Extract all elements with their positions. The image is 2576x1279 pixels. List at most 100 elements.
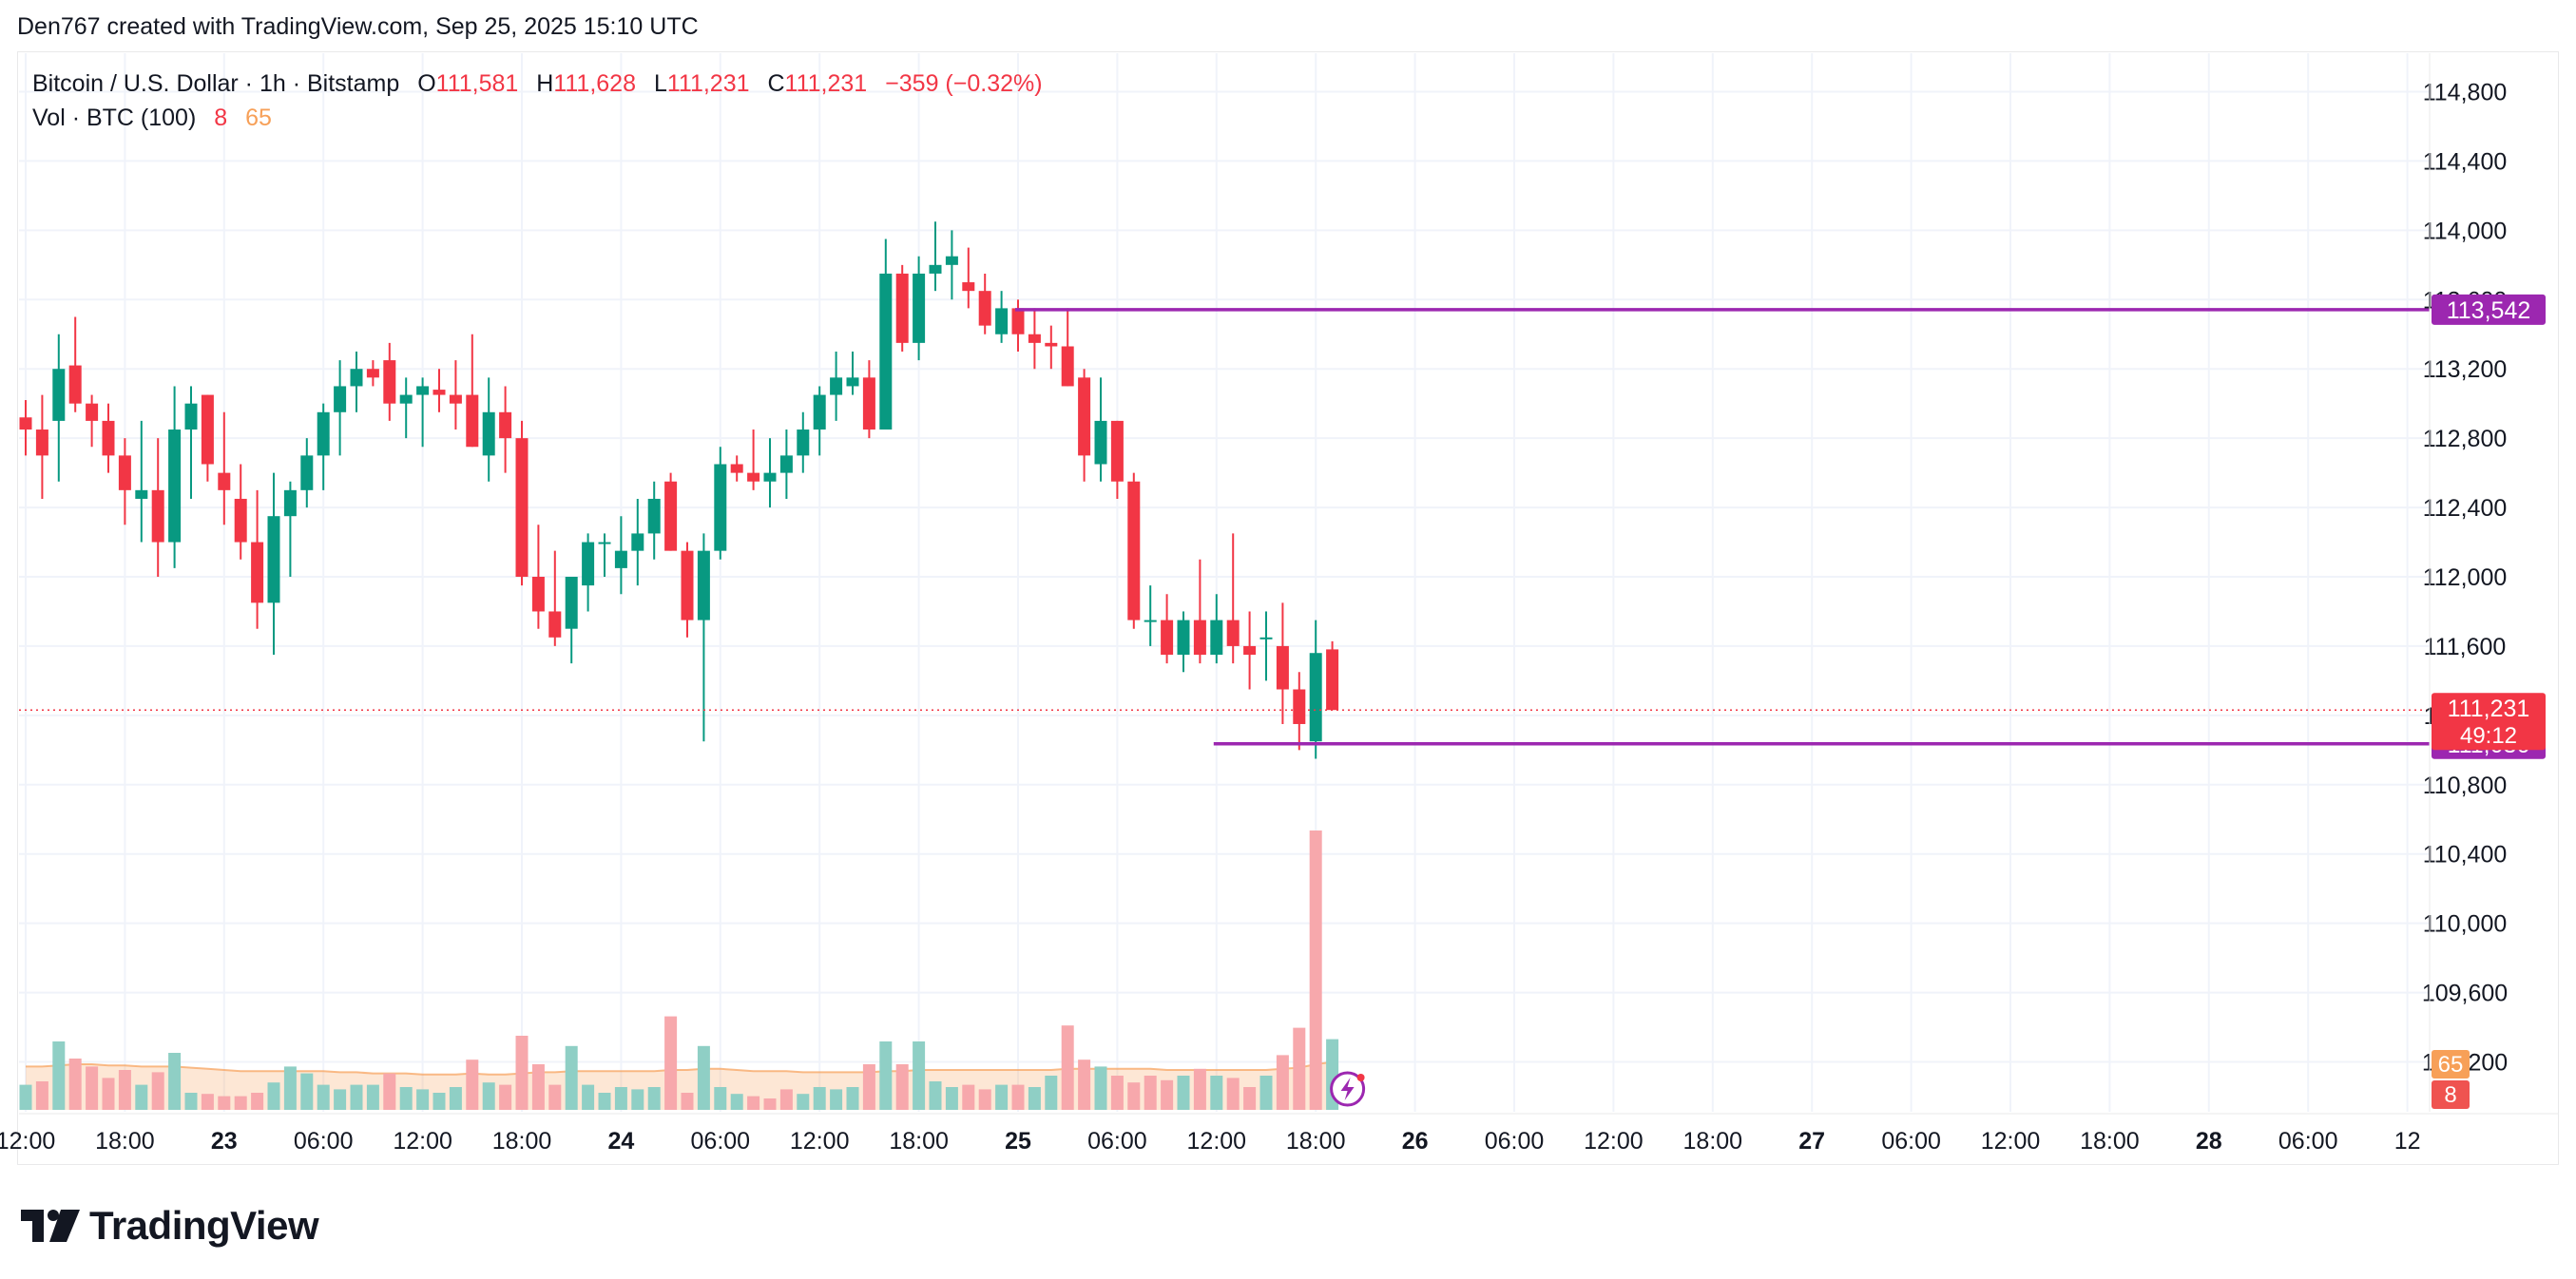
candle-body [548, 611, 562, 638]
candle [945, 230, 958, 300]
candle-body [681, 550, 694, 620]
candle-body [1243, 645, 1257, 656]
volume-bar [945, 1087, 958, 1110]
x-tick-label: 12:00 [790, 1128, 850, 1155]
candle [978, 273, 991, 334]
candle-body [1309, 653, 1322, 742]
high-key: H [536, 70, 554, 97]
lightning-icon[interactable] [1330, 1071, 1366, 1107]
candle [1127, 472, 1141, 629]
high-value: 111,628 [553, 70, 636, 97]
volume-indicator-title[interactable]: Vol · BTC (100) [32, 105, 197, 131]
volume-bar [664, 1016, 678, 1110]
y-tick-label: 112,800 [2423, 426, 2508, 452]
candle [482, 377, 495, 482]
low-value: 111,231 [666, 70, 750, 97]
candle [531, 525, 545, 629]
candle [813, 386, 826, 456]
candle-body [499, 411, 512, 439]
candle-body [614, 550, 627, 568]
candle-body [135, 489, 148, 499]
x-tick-label: 12 [2394, 1128, 2421, 1155]
volume-bar [995, 1084, 1009, 1110]
level-badge [2432, 294, 2546, 325]
volume-badge [2432, 1080, 2470, 1109]
y-tick-label: 110,800 [2423, 773, 2508, 799]
volume-bar [631, 1089, 644, 1110]
candle-body [1293, 689, 1306, 724]
candle [366, 360, 379, 387]
x-tick-label: 18:00 [2080, 1128, 2140, 1155]
candle-body [945, 256, 958, 265]
x-tick-label: 23 [211, 1128, 238, 1155]
candle-body [482, 411, 495, 456]
volume-bar [118, 1070, 131, 1110]
tradingview-logo[interactable]: TradingView [21, 1203, 319, 1249]
candle [664, 472, 678, 551]
chart-legend: Bitcoin / U.S. Dollar · 1h · Bitstamp O1… [32, 67, 1043, 135]
candle [1243, 611, 1257, 690]
candle [1110, 420, 1124, 499]
volume-bar [1243, 1087, 1257, 1110]
close-value: 111,231 [784, 70, 868, 97]
candle [267, 472, 280, 656]
candle [350, 351, 363, 412]
candle-body [168, 430, 182, 543]
candle-body [86, 403, 99, 421]
grid-lines [19, 53, 2430, 1112]
volume-bar [151, 1072, 164, 1110]
candle-body [747, 472, 760, 482]
candlesticks [19, 221, 1339, 759]
candle [383, 342, 396, 421]
volume-bar [515, 1036, 529, 1110]
candle [234, 464, 247, 560]
volume-ma-value: 65 [245, 105, 272, 131]
level-badge-label: 113,542 [2447, 297, 2531, 324]
candle [598, 533, 611, 577]
volume-bar [102, 1078, 115, 1110]
candle-body [813, 394, 826, 430]
candle [730, 455, 743, 482]
volume-bar [19, 1084, 32, 1110]
attribution-header: Den767 created with TradingView.com, Sep… [17, 13, 699, 40]
candle-body [1326, 649, 1339, 711]
x-tick-label: 24 [607, 1128, 634, 1155]
volume-bar [614, 1087, 627, 1110]
candle [515, 420, 529, 586]
candle [1259, 611, 1273, 681]
candle [995, 291, 1009, 343]
candle-body [995, 308, 1009, 334]
symbol-title[interactable]: Bitcoin / U.S. Dollar · 1h · Bitstamp [32, 70, 400, 97]
candle-body [929, 264, 942, 274]
volume-bar [1161, 1079, 1174, 1110]
volume-bar [1193, 1068, 1206, 1110]
volume-bar [779, 1089, 793, 1110]
volume-bar [797, 1094, 810, 1110]
candle-body [1110, 420, 1124, 482]
candle-body [582, 542, 595, 586]
candle-body [317, 411, 330, 456]
chart-frame [17, 51, 2559, 1165]
candle-body [1094, 420, 1107, 465]
candle-body [1177, 620, 1190, 656]
legend-ohlc-row: Bitcoin / U.S. Dollar · 1h · Bitstamp O1… [32, 67, 1043, 101]
last-price-label: 111,231 [2448, 696, 2530, 722]
candle [1210, 594, 1223, 664]
candle [1326, 640, 1339, 711]
volume-bar [1210, 1076, 1223, 1110]
x-tick-label: 26 [1402, 1128, 1429, 1155]
volume-bar [1078, 1059, 1091, 1110]
candle-body [433, 390, 446, 395]
volume-bar [1110, 1076, 1124, 1110]
candle [697, 533, 710, 742]
candle [201, 394, 214, 482]
volume-bar [879, 1041, 893, 1110]
x-tick-label: 06:00 [294, 1128, 354, 1155]
candle-body [251, 542, 264, 603]
change-value: −359 (−0.32%) [885, 70, 1043, 97]
x-tick-label: 06:00 [1881, 1128, 1941, 1155]
candle [1293, 672, 1306, 751]
candle-body [300, 455, 314, 490]
